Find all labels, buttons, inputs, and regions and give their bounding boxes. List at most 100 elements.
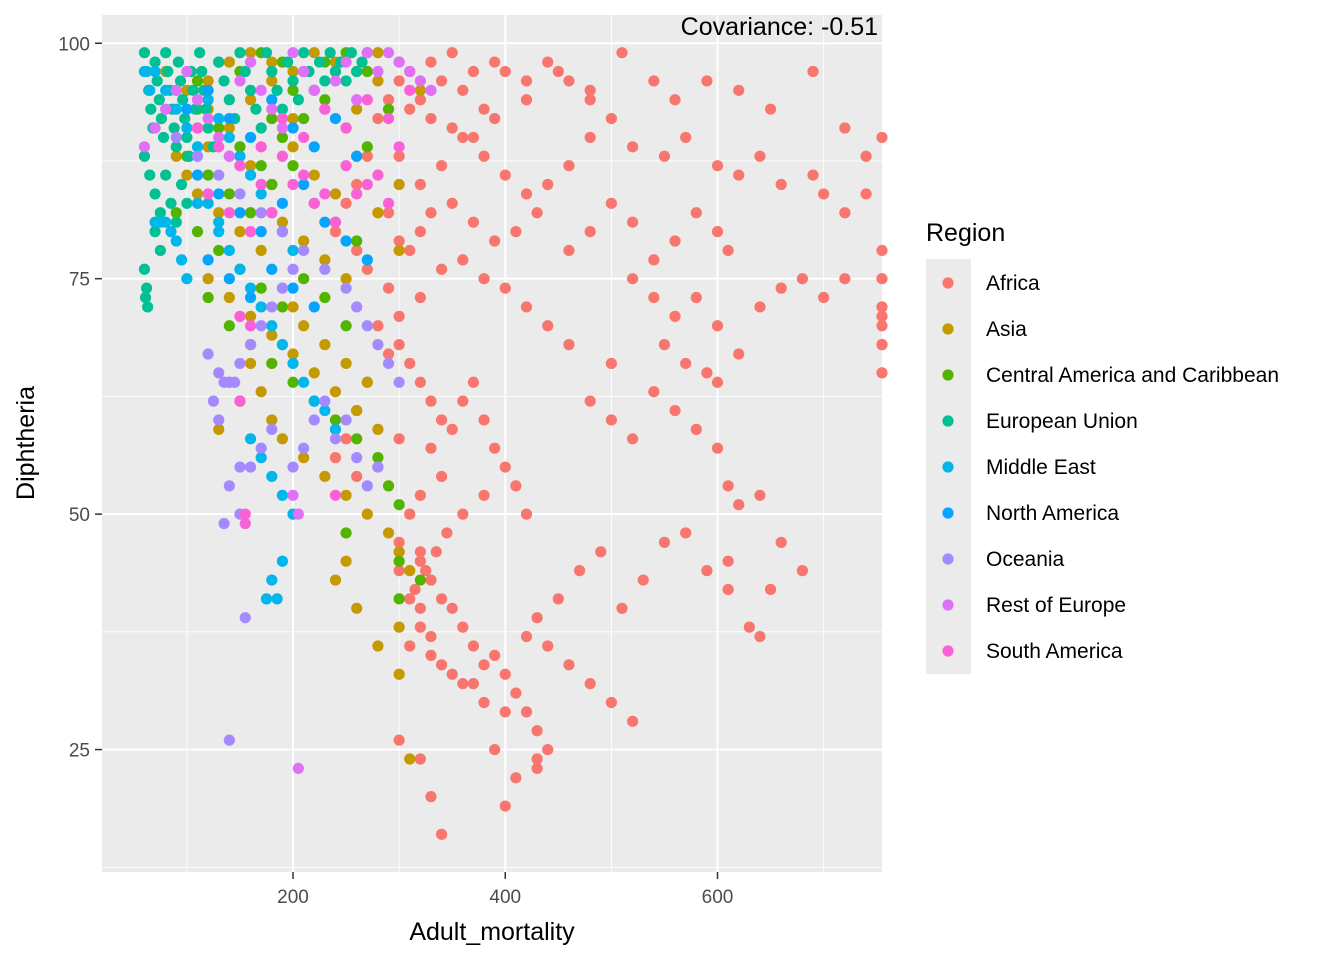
data-point xyxy=(457,678,469,690)
data-point xyxy=(213,216,225,228)
data-point xyxy=(319,291,331,304)
data-point xyxy=(287,65,299,78)
data-point xyxy=(266,65,278,78)
data-point xyxy=(393,565,405,577)
data-point xyxy=(287,47,299,59)
data-point xyxy=(223,150,235,162)
data-point xyxy=(287,112,299,125)
data-point xyxy=(361,254,373,266)
data-point xyxy=(255,207,267,219)
data-point xyxy=(340,489,352,501)
data-point xyxy=(552,65,564,78)
data-point xyxy=(271,593,283,605)
data-point xyxy=(234,150,246,162)
data-point xyxy=(722,583,734,596)
data-point xyxy=(489,235,501,247)
data-point xyxy=(308,414,320,426)
data-point xyxy=(276,489,289,501)
data-point xyxy=(207,395,220,407)
data-point xyxy=(223,273,235,285)
data-point xyxy=(196,65,208,78)
legend-key-central-america-and-caribbean xyxy=(942,369,954,381)
data-point xyxy=(340,527,352,539)
data-point xyxy=(202,273,214,285)
data-point xyxy=(292,508,304,520)
data-point xyxy=(234,263,246,275)
data-point xyxy=(340,197,352,209)
data-point xyxy=(234,47,246,59)
data-point xyxy=(282,56,294,68)
data-point xyxy=(637,574,649,586)
data-point xyxy=(382,357,395,370)
data-point xyxy=(876,131,888,144)
data-point xyxy=(876,301,888,313)
data-point xyxy=(658,536,671,548)
data-point xyxy=(711,160,724,172)
data-point xyxy=(213,112,225,125)
data-point xyxy=(191,141,204,153)
data-point xyxy=(170,235,182,247)
data-point xyxy=(255,452,267,464)
data-point xyxy=(276,433,289,445)
data-point xyxy=(266,56,278,68)
data-point xyxy=(361,47,373,59)
data-point xyxy=(414,94,426,106)
data-point xyxy=(223,188,235,200)
data-point xyxy=(701,565,713,577)
data-point xyxy=(313,56,326,68)
data-point xyxy=(351,433,363,445)
data-point xyxy=(155,112,168,125)
data-point xyxy=(276,216,289,228)
data-point xyxy=(266,329,278,341)
legend-key-oceania xyxy=(942,553,954,565)
data-point xyxy=(356,56,368,68)
data-point xyxy=(382,94,395,106)
data-point xyxy=(414,621,426,633)
data-point xyxy=(722,480,734,492)
data-point xyxy=(244,84,257,96)
data-point xyxy=(329,188,342,200)
data-point xyxy=(162,65,174,78)
data-point xyxy=(308,367,320,379)
data-point xyxy=(170,207,182,219)
data-point xyxy=(287,263,299,275)
data-point xyxy=(223,56,235,68)
data-point xyxy=(138,263,151,275)
legend-label: Africa xyxy=(986,272,1040,295)
data-point xyxy=(393,499,405,511)
data-point xyxy=(276,555,289,567)
data-point xyxy=(478,273,490,285)
data-point xyxy=(430,546,442,558)
data-point xyxy=(775,536,787,548)
data-point xyxy=(446,197,458,209)
data-point xyxy=(876,320,888,332)
data-point xyxy=(181,65,193,78)
data-point xyxy=(151,75,163,87)
data-point xyxy=(298,442,310,454)
legend-title: Region xyxy=(926,219,1005,247)
data-point xyxy=(149,56,161,68)
data-point xyxy=(168,122,180,134)
data-point xyxy=(175,178,188,191)
data-point xyxy=(382,112,395,125)
data-point xyxy=(876,339,888,351)
data-point xyxy=(584,131,596,144)
data-point xyxy=(329,226,342,238)
data-point xyxy=(319,470,331,483)
data-point xyxy=(213,122,225,134)
data-point xyxy=(329,216,342,228)
data-point xyxy=(435,75,448,87)
legend-label: Oceania xyxy=(986,548,1065,571)
data-point xyxy=(775,282,787,294)
data-point xyxy=(213,56,225,68)
data-point xyxy=(255,442,267,454)
data-point xyxy=(191,94,204,106)
data-point xyxy=(616,602,628,614)
data-point xyxy=(218,376,230,388)
data-point xyxy=(244,94,257,106)
data-point xyxy=(425,395,437,407)
data-point xyxy=(414,178,426,191)
data-point xyxy=(244,282,257,294)
series-africa xyxy=(329,47,888,840)
series-middle-east xyxy=(138,65,342,605)
